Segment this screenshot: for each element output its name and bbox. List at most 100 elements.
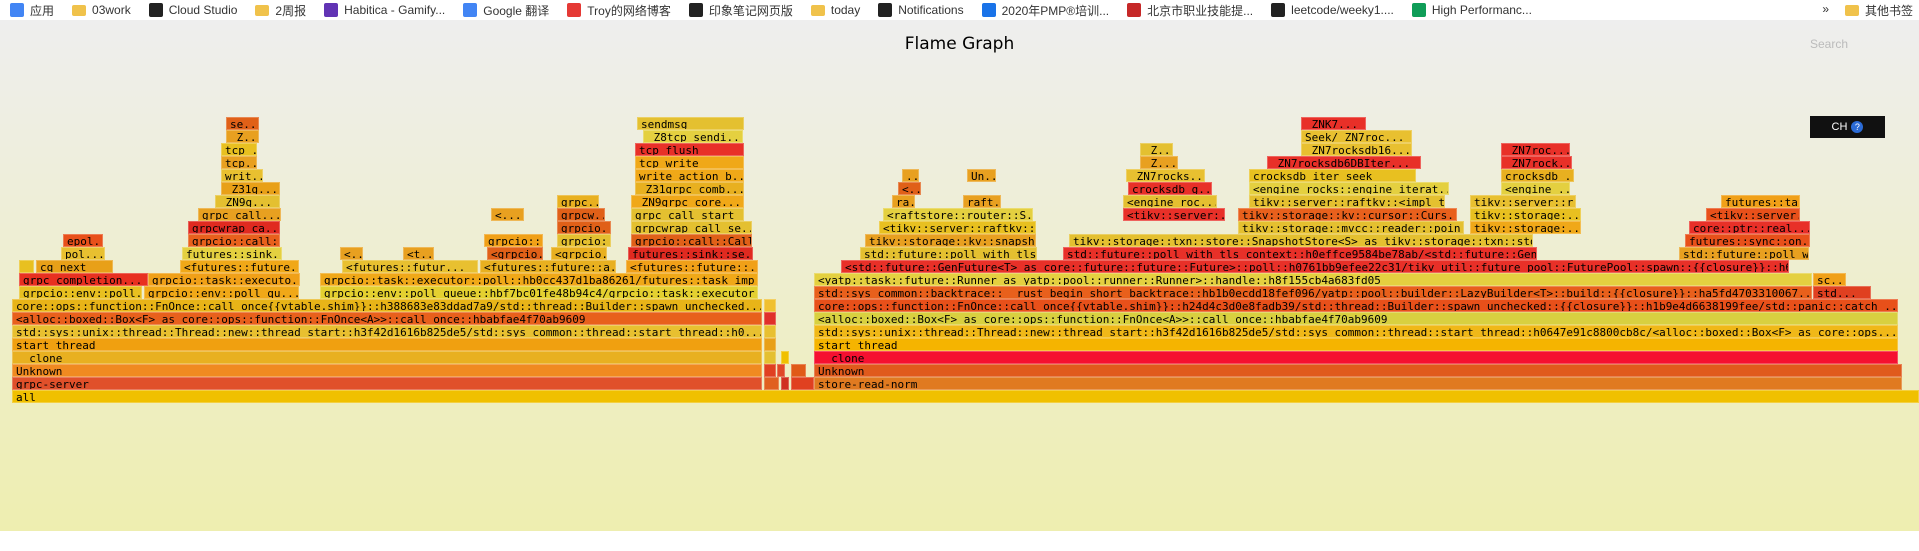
flame-frame[interactable]: grpcio::env::poll_qu... [144, 286, 299, 299]
flame-frame[interactable]: tcp_... [221, 143, 257, 156]
flame-frame[interactable]: tikv::storage::txn::store::SnapshotStore… [1069, 234, 1533, 247]
flame-frame[interactable] [764, 338, 776, 351]
flame-frame[interactable]: sc... [1813, 273, 1846, 286]
bookmark-item[interactable]: 2周报 [255, 0, 306, 20]
bookmark-item[interactable]: Google 翻译 [463, 0, 549, 20]
flame-frame[interactable]: grpc-server [12, 377, 762, 390]
flame-frame[interactable] [791, 364, 806, 377]
flame-frame[interactable]: <... [491, 208, 524, 221]
flame-frame[interactable]: store-read-norm [814, 377, 1902, 390]
flame-frame[interactable] [764, 299, 776, 312]
flame-frame[interactable]: Un... [967, 169, 996, 182]
flame-frame[interactable]: grpcw... [557, 208, 605, 221]
flame-frame[interactable]: <yatp::task::future::Runner as yatp::poo… [814, 273, 1812, 286]
flame-frame[interactable]: grpcio::call::... [188, 234, 280, 247]
flame-frame[interactable]: ra... [892, 195, 915, 208]
flame-frame[interactable]: <t... [403, 247, 434, 260]
flame-frame[interactable]: tikv::storage:... [1470, 208, 1581, 221]
flame-frame[interactable]: _ZN7rocksdb16... [1301, 143, 1412, 156]
flame-frame[interactable]: all [12, 390, 1919, 403]
flame-frame[interactable]: <... [340, 247, 363, 260]
flame-frame[interactable]: <engine_... [1501, 182, 1570, 195]
flame-frame[interactable]: <tikv::server... [1706, 208, 1800, 221]
flame-frame[interactable]: std::sys::unix::thread::Thread::new::thr… [12, 325, 762, 338]
flame-frame[interactable]: <engine_rocks::engine_iterat... [1249, 182, 1449, 195]
flame-frame[interactable]: tikv::server::raftkv::<impl tik... [1249, 195, 1445, 208]
flame-frame[interactable]: _ZNK7... [1301, 117, 1366, 130]
help-icon[interactable]: ? [1851, 121, 1864, 133]
flame-frame[interactable]: grpcio... [557, 221, 611, 234]
flame-frame[interactable]: crocksdb_iter_seek [1249, 169, 1416, 182]
flame-frame[interactable]: futures::ta... [1721, 195, 1800, 208]
flame-frame[interactable]: <grpcio... [551, 247, 607, 260]
flame-frame[interactable] [781, 377, 789, 390]
flame-frame[interactable]: _Z8tcp_sendi... [643, 130, 743, 143]
flame-frame[interactable] [19, 260, 34, 273]
flame-frame[interactable]: std::future::poll_with_tls_... [860, 247, 1037, 260]
flame-frame[interactable]: ... [902, 169, 919, 182]
flame-frame[interactable]: core::ops::function::FnOnce::call_once{{… [12, 299, 762, 312]
flame-frame[interactable]: Unknown [12, 364, 762, 377]
flame-frame[interactable]: <tikv::server:... [1123, 208, 1225, 221]
bookmark-item[interactable]: today [810, 0, 860, 20]
flame-frame[interactable] [764, 351, 776, 364]
flame-frame[interactable]: _ZN9grpc_core... [631, 195, 744, 208]
bookmark-item[interactable]: Habitica - Gamify... [324, 0, 445, 20]
bookmark-item[interactable]: leetcode/weeky1.... [1271, 0, 1394, 20]
flame-frame[interactable]: _ZN7rock... [1501, 156, 1572, 169]
flame-frame[interactable]: writ... [221, 169, 263, 182]
flame-frame[interactable]: __clone [12, 351, 762, 364]
flame-frame[interactable]: futures::sync::on... [1685, 234, 1810, 247]
flame-frame[interactable]: grpcwrap_call_se... [631, 221, 752, 234]
flame-frame[interactable]: tikv::storage:... [1470, 221, 1581, 234]
flame-frame[interactable]: crocksdb_g... [1128, 182, 1212, 195]
flame-frame[interactable]: <futures::future... [180, 260, 299, 273]
flame-frame[interactable]: std::future::poll_with_tls_context::h0ef… [1063, 247, 1537, 260]
flame-frame[interactable]: std... [1813, 286, 1871, 299]
flame-frame[interactable]: <futures::future::... [626, 260, 758, 273]
flame-frame[interactable]: futures::sink... [182, 247, 282, 260]
flame-frame[interactable]: tcp... [221, 156, 257, 169]
flame-frame[interactable]: grpcio::task::executo... [148, 273, 300, 286]
flame-frame[interactable]: Unknown [814, 364, 1902, 377]
flame-frame[interactable]: grpc_call_start_... [631, 208, 744, 221]
flame-frame[interactable] [764, 312, 776, 325]
flame-frame[interactable]: <std::future::GenFuture<T> as core::futu… [841, 260, 1789, 273]
ch-extension-button[interactable]: CH ? [1810, 116, 1885, 138]
flame-frame[interactable]: grpcio::env::poll_queue::hbf7bc01fe48b94… [320, 286, 758, 299]
flame-frame[interactable]: <alloc::boxed::Box<F> as core::ops::func… [814, 312, 1898, 325]
flame-frame[interactable]: grpc_call... [198, 208, 281, 221]
flame-frame[interactable]: <futures::future::a... [480, 260, 616, 273]
flame-frame[interactable]: _Z31g... [221, 182, 280, 195]
flame-frame[interactable]: crocksdb_... [1501, 169, 1574, 182]
flame-frame[interactable]: grpcio::... [557, 234, 611, 247]
flame-frame[interactable]: tcp_flush [635, 143, 744, 156]
bookmarks-more-button[interactable]: » [1822, 2, 1829, 16]
flame-frame[interactable]: grpc... [557, 195, 599, 208]
flame-frame[interactable]: core::ops::function::FnOnce::call_once{{… [814, 299, 1898, 312]
bookmark-item[interactable]: 2020年PMP®培训... [981, 0, 1109, 20]
bookmark-item[interactable]: Cloud Studio [148, 0, 237, 20]
flame-frame[interactable]: write_action_b... [635, 169, 744, 182]
flame-frame[interactable] [791, 377, 814, 390]
flame-frame[interactable]: __clone [814, 351, 1898, 364]
bookmark-item[interactable]: 应用 [10, 0, 54, 20]
flame-frame[interactable]: _ZN7roc... [1501, 143, 1570, 156]
flame-frame[interactable] [764, 325, 776, 338]
flame-frame[interactable]: epol... [63, 234, 103, 247]
flame-frame[interactable]: _Z... [1140, 143, 1173, 156]
other-bookmarks-folder[interactable]: 其他书签 [1844, 0, 1913, 20]
flame-frame[interactable]: start_thread [12, 338, 762, 351]
bookmark-item[interactable]: High Performanc... [1411, 0, 1532, 20]
flame-frame[interactable]: <alloc::boxed::Box<F> as core::ops::func… [12, 312, 762, 325]
flame-frame[interactable]: tikv::storage::kv::cursor::Curs... [1238, 208, 1457, 221]
flame-frame[interactable]: _ZN7rocks... [1126, 169, 1205, 182]
search-button[interactable]: Search [1810, 37, 1849, 51]
flame-frame[interactable]: _Z... [226, 130, 259, 143]
flame-frame[interactable]: grpcwrap_ca... [188, 221, 280, 234]
flame-frame[interactable]: std::future::poll_w... [1679, 247, 1809, 260]
flame-frame[interactable]: futures::sink::se... [628, 247, 753, 260]
bookmark-item[interactable]: 北京市职业技能提... [1127, 0, 1253, 20]
flame-frame[interactable]: sendmsg [637, 117, 744, 130]
flame-frame[interactable]: pol... [61, 247, 105, 260]
